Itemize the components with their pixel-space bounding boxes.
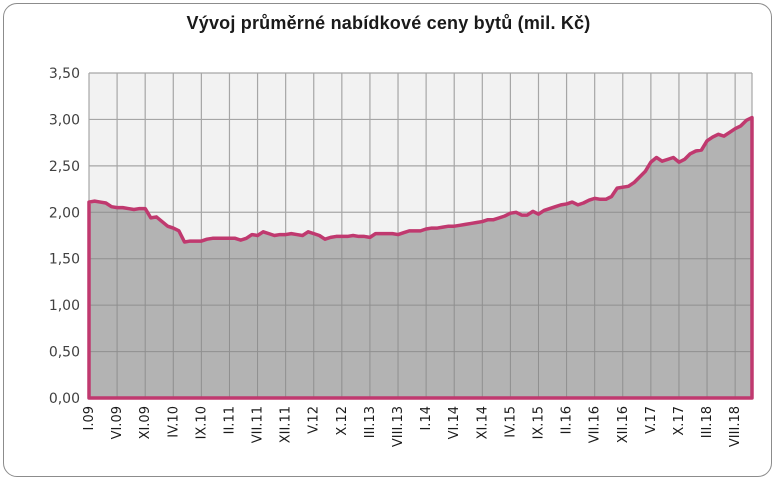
x-tick-label: XI.09 <box>138 406 153 439</box>
x-tick-label: VII.16 <box>588 406 603 443</box>
x-tick-label: X.12 <box>335 406 350 436</box>
x-tick-label: IX.15 <box>531 406 546 439</box>
y-tick-label: 0,50 <box>49 345 80 361</box>
x-tick-label: VII.11 <box>251 406 266 443</box>
x-tick-label: XII.11 <box>279 406 294 443</box>
x-tick-label: II.11 <box>222 406 237 434</box>
y-tick-label: 0,00 <box>49 391 80 407</box>
x-tick-label: IV.10 <box>166 406 181 438</box>
y-tick-label: 2,50 <box>49 159 80 175</box>
x-tick-label: XI.14 <box>475 406 490 439</box>
y-axis: 0,00 0,50 1,00 1,50 2,00 2,50 3,00 3,50 <box>49 66 80 407</box>
x-tick-label: VI.09 <box>110 406 125 439</box>
chart-title: Vývoj průměrné nabídkové ceny bytů (mil.… <box>186 13 591 33</box>
x-tick-label: XII.16 <box>616 406 631 443</box>
y-tick-label: 1,00 <box>49 298 80 314</box>
x-tick-label: I.09 <box>82 406 97 431</box>
x-tick-label: VIII.13 <box>391 406 406 447</box>
x-tick-label: I.14 <box>419 406 434 431</box>
x-tick-label: VI.14 <box>447 406 462 439</box>
x-tick-label: III.18 <box>700 406 715 438</box>
x-tick-label: V.12 <box>307 406 322 434</box>
x-tick-label: IX.10 <box>194 406 209 439</box>
y-tick-label: 1,50 <box>49 252 80 268</box>
x-tick-label: III.13 <box>363 406 378 438</box>
x-tick-label: II.16 <box>560 406 575 434</box>
x-tick-label: IV.15 <box>503 406 518 438</box>
x-tick-label: V.17 <box>644 406 659 434</box>
x-tick-label: VIII.18 <box>728 406 743 447</box>
y-tick-label: 3,00 <box>49 112 80 128</box>
x-axis: I.09 VI.09 XI.09 IV.10 IX.10 II.11 VII.11 XII.1… <box>82 406 743 447</box>
y-tick-label: 3,50 <box>49 66 80 82</box>
y-tick-label: 2,00 <box>49 205 80 221</box>
x-tick-label: X.17 <box>672 406 687 436</box>
